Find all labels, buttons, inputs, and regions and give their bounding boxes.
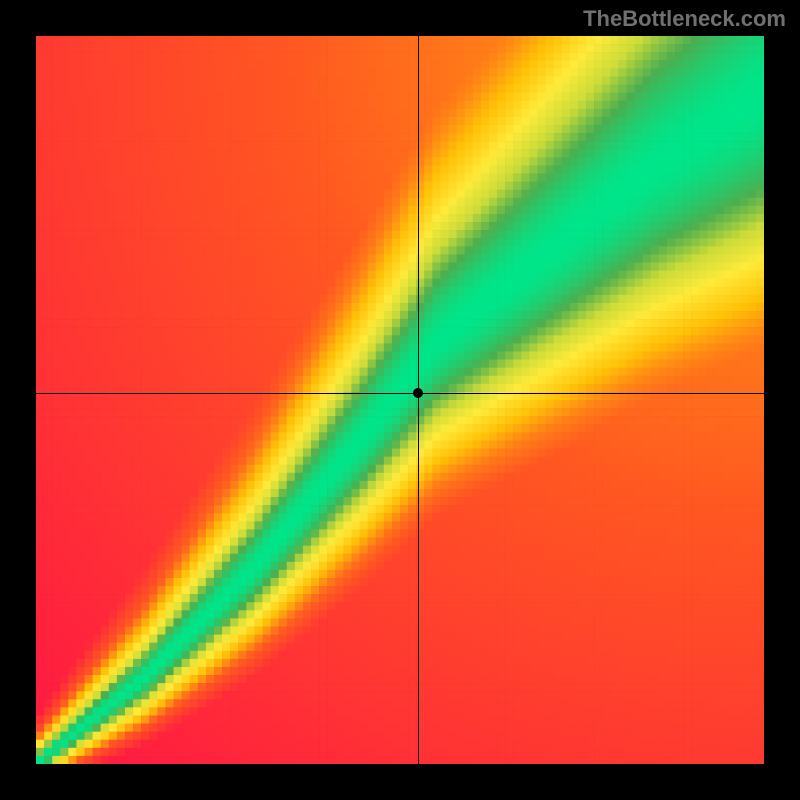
bottleneck-heatmap	[36, 36, 764, 764]
watermark-text: TheBottleneck.com	[583, 6, 786, 32]
